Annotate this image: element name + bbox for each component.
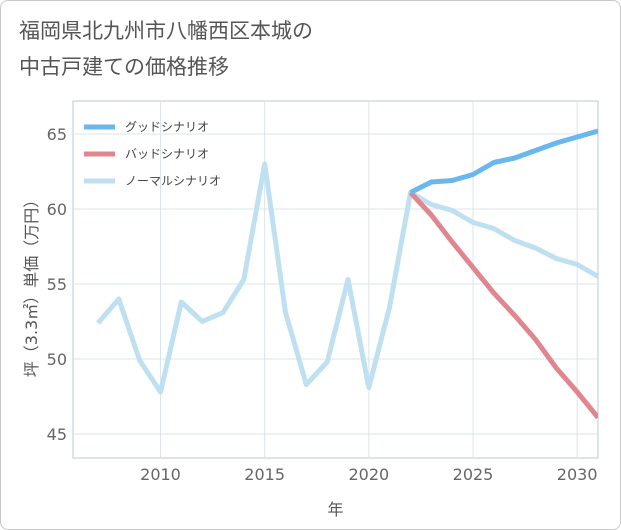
legend-label-1: バッドシナリオ	[125, 147, 209, 161]
y-tick-label: 45	[47, 425, 67, 444]
legend-label-2: ノーマルシナリオ	[125, 174, 221, 188]
y-tick-label: 60	[47, 200, 67, 219]
plot-area	[72, 100, 599, 459]
x-tick-label: 2020	[348, 465, 389, 484]
y-axis-label: 坪（3.3㎡）単価（万円）	[22, 192, 41, 377]
y-tick-label: 55	[47, 275, 67, 294]
x-tick-label: 2015	[244, 465, 285, 484]
legend-label-0: グッドシナリオ	[125, 120, 209, 134]
x-tick-label: 2010	[140, 465, 181, 484]
chart-title: 福岡県北九州市八幡西区本城の 中古戸建ての価格推移	[19, 19, 313, 79]
series-line-1	[408, 190, 598, 420]
y-tick-label: 65	[47, 125, 67, 144]
x-tick-label: 2025	[453, 465, 494, 484]
series-line-0	[409, 128, 598, 195]
x-tick-label: 2030	[557, 465, 598, 484]
series-line-2	[96, 161, 598, 395]
x-axis-label: 年	[327, 500, 343, 519]
y-tick-label: 50	[47, 350, 67, 369]
